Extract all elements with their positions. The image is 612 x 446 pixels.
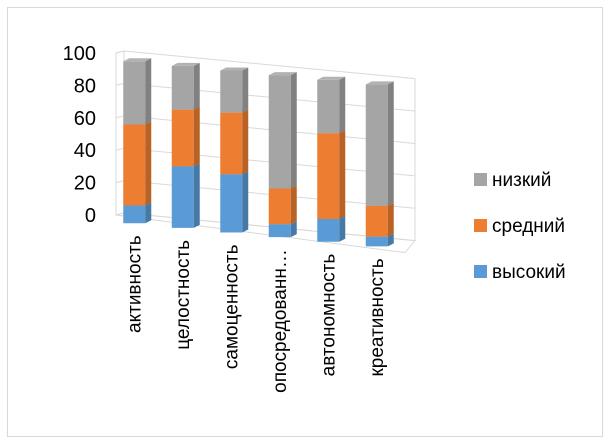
bar-side — [145, 121, 152, 206]
bar-front — [268, 75, 291, 189]
bar-front — [317, 79, 340, 134]
bar-front — [365, 205, 388, 237]
y-axis-ticks: 0 20 40 60 80 100 — [63, 43, 96, 227]
bar-front — [123, 61, 146, 125]
gridline-side — [115, 115, 125, 119]
bar-front — [220, 70, 243, 113]
gridline-side — [115, 82, 125, 86]
category-label: самоценность — [221, 244, 242, 369]
bar-side — [339, 130, 346, 220]
bar-side — [339, 216, 346, 242]
chart-area — [7, 7, 603, 437]
bar-side — [290, 72, 297, 189]
bar-side — [339, 76, 346, 134]
legend-swatch — [474, 173, 487, 186]
bar-segment-средний — [317, 130, 346, 220]
bar-front — [123, 205, 146, 224]
category-label: целостность — [173, 240, 194, 350]
bar-side — [193, 62, 200, 110]
bar-side — [145, 58, 152, 125]
bar-segment-низкий — [268, 72, 297, 189]
bar-side — [242, 171, 249, 233]
category-label: активность — [124, 235, 145, 333]
bar-side — [290, 185, 297, 225]
side-wall — [115, 50, 125, 216]
bar-front — [171, 166, 194, 228]
bar-segment-средний — [171, 106, 200, 167]
bars — [123, 58, 394, 247]
y-tick-label: 100 — [63, 43, 96, 65]
bar-side — [387, 233, 394, 247]
gridline-side — [115, 180, 125, 184]
bar-side — [290, 221, 297, 238]
y-tick-label: 80 — [74, 75, 96, 97]
bar-segment-средний — [123, 121, 152, 206]
bar-top — [268, 72, 297, 76]
bar-front — [220, 174, 243, 233]
bar-side — [387, 81, 394, 206]
bar-front — [365, 84, 388, 206]
bar-segment-высокий — [123, 202, 152, 224]
bar-side — [242, 67, 249, 113]
gridline-side — [115, 212, 125, 216]
bar-front — [220, 112, 243, 175]
legend-swatch — [474, 265, 487, 278]
gridline-side — [115, 50, 125, 54]
bar-segment-средний — [268, 185, 297, 225]
bar-front — [268, 224, 291, 238]
bar-segment-средний — [220, 109, 249, 175]
y-tick-label: 40 — [74, 140, 96, 162]
bar-top — [123, 58, 152, 62]
bar-front — [171, 65, 194, 110]
bar-top — [171, 62, 200, 66]
bar-segment-высокий — [317, 216, 346, 242]
bar-segment-низкий — [317, 76, 346, 134]
legend-label: низкий — [492, 170, 551, 191]
category-label: автономность — [318, 254, 339, 377]
y-tick-label: 0 — [85, 205, 96, 227]
bar-segment-низкий — [365, 81, 394, 206]
legend-swatch — [474, 219, 487, 232]
y-tick-label: 20 — [74, 173, 96, 195]
bar-front — [123, 124, 146, 206]
bar-segment-высокий — [220, 171, 249, 233]
gridline-side — [115, 147, 125, 151]
bar-front — [317, 133, 340, 220]
bar-side — [193, 106, 200, 167]
y-tick-label: 60 — [74, 108, 96, 130]
bar-front — [317, 219, 340, 242]
legend: низкий средний высокий — [474, 170, 566, 283]
bar-side — [145, 202, 152, 224]
bar-segment-низкий — [220, 67, 249, 113]
bar-top — [220, 67, 249, 71]
legend-item: средний — [474, 216, 565, 237]
bar-top — [365, 81, 394, 85]
bar-segment-низкий — [123, 58, 152, 125]
bar-side — [193, 163, 200, 228]
x-axis-labels: активность целостность самоценность опосред… — [124, 235, 388, 393]
bar-top — [317, 76, 346, 80]
category-label: креативность — [367, 258, 388, 376]
legend-label: средний — [492, 216, 565, 237]
bar-side — [387, 202, 394, 237]
bar-front — [171, 109, 194, 167]
bar-segment-высокий — [171, 163, 200, 228]
bar-front — [365, 236, 388, 247]
gridline — [123, 50, 416, 80]
legend-item: низкий — [474, 170, 551, 191]
category-label: опосредованн… — [270, 249, 291, 393]
legend-label: высокий — [492, 262, 566, 283]
bar-segment-средний — [365, 202, 394, 237]
legend-item: высокий — [474, 262, 566, 283]
bar-segment-низкий — [171, 62, 200, 110]
bar-front — [268, 188, 291, 225]
bar-side — [242, 109, 249, 175]
